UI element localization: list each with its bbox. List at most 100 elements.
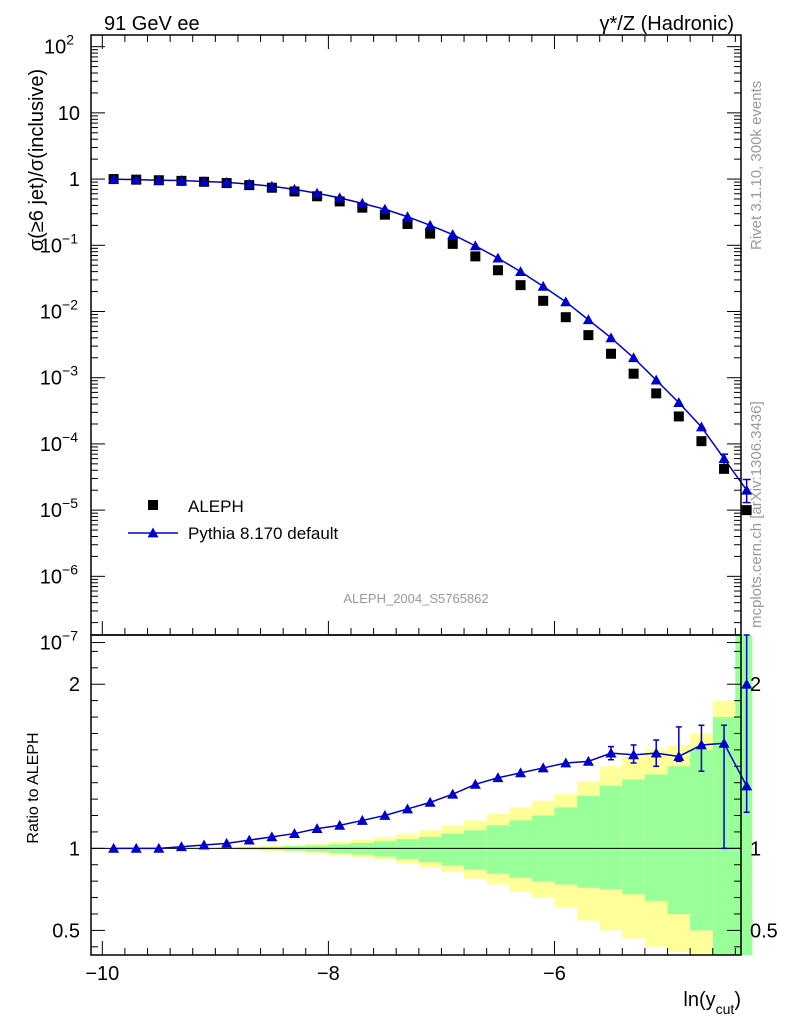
aleph-point — [560, 312, 571, 323]
band-inner-bin — [418, 836, 442, 863]
aleph-point — [447, 238, 458, 249]
band-inner-bin — [464, 830, 487, 870]
band-inner-bin — [735, 635, 753, 955]
ratio-point — [628, 749, 640, 760]
y-tick-label: 10−2 — [40, 296, 78, 323]
ratio-point — [718, 737, 730, 748]
mc-point — [243, 178, 255, 189]
ratio-ylabel: Ratio to ALEPH — [25, 732, 42, 843]
mc-point — [628, 352, 640, 363]
band-inner-bin — [396, 839, 419, 859]
ratio-point — [130, 842, 142, 853]
mc-point — [402, 211, 414, 222]
main-ylabel: σ(≥6 jet)/σ(inclusive) — [26, 69, 48, 251]
mc-point — [447, 229, 459, 240]
aleph-point — [425, 228, 436, 239]
ratio-point — [108, 842, 120, 853]
ratio-point — [537, 762, 549, 773]
x-tick-label: −10 — [85, 963, 119, 985]
ratio-point — [469, 778, 481, 789]
ratio-y-tick-label-left: 2 — [69, 674, 80, 696]
mcplots-note: mcplots.cern.ch [arXiv:1306.3436] — [748, 401, 765, 628]
ratio-y-tick-label-right: 2 — [750, 674, 761, 696]
mc-point — [515, 266, 527, 277]
y-tick-label: 10−4 — [40, 429, 78, 456]
aleph-point — [515, 280, 526, 291]
y-tick-label: 102 — [44, 32, 74, 59]
header-left: 91 GeV ee — [104, 13, 200, 35]
mc-point — [221, 176, 233, 187]
y-tick-label: 1 — [69, 169, 80, 191]
ratio-point — [741, 780, 753, 791]
band-inner-bin — [577, 795, 600, 888]
legend-mc-label: Pythia 8.170 default — [188, 524, 339, 543]
aleph-point — [628, 368, 639, 379]
ratio-point — [402, 803, 414, 814]
ratio-point — [221, 837, 233, 848]
ratio-point — [288, 828, 300, 838]
y-tick-label: 10−3 — [40, 363, 78, 390]
band-inner-bin — [486, 825, 510, 874]
mc-point — [741, 484, 753, 495]
x-axis-label: ln(ycut) — [683, 989, 741, 1017]
aleph-point — [538, 295, 549, 306]
aleph-point — [673, 411, 684, 422]
watermark: ALEPH_2004_S5765862 — [343, 591, 488, 606]
mc-point — [334, 192, 346, 203]
ratio-point — [311, 823, 323, 834]
band-inner-bin — [622, 779, 645, 895]
ratio-point — [243, 834, 255, 845]
ratio-point — [582, 755, 594, 766]
mc-point — [582, 314, 594, 325]
mc-point — [288, 183, 300, 194]
ratio-ticks: 2 21 10.5 0.5−10 −8 −6 — [52, 650, 778, 985]
mc-point — [424, 219, 436, 230]
main-ticks: 102 10 1 10−1 10−2 10−3 10−4 10−5 10−6 10−7 — [40, 32, 741, 655]
x-tick-label: −6 — [543, 963, 566, 985]
ratio-point — [266, 831, 278, 842]
rivet-note: Rivet 3.1.10, 300k events — [748, 81, 765, 250]
band-inner-bin — [690, 749, 713, 931]
header-right: γ*/Z (Hadronic) — [600, 13, 734, 35]
ratio-point — [198, 839, 210, 850]
ratio-point — [605, 747, 617, 758]
mc-point — [198, 175, 210, 186]
legend: ALEPH Pythia 8.170 default — [128, 497, 339, 543]
mc-point — [673, 397, 685, 408]
mc-point — [175, 175, 187, 185]
band-inner-bin — [373, 841, 397, 857]
mc-point — [130, 174, 142, 185]
aleph-point — [719, 463, 730, 474]
y-tick-label: 10−7 — [40, 628, 78, 655]
band-inner-bin — [644, 774, 668, 901]
aleph-point — [696, 436, 707, 447]
ratio-point — [673, 750, 685, 761]
band-inner-bin — [667, 766, 691, 914]
ratio-line — [113, 684, 748, 850]
mc-point — [379, 203, 391, 214]
y-tick-label: 10−1 — [40, 230, 78, 257]
ratio-series — [108, 634, 753, 853]
ratio-point — [515, 767, 527, 778]
ratio-point — [560, 757, 572, 768]
band-inner-bin — [554, 807, 578, 885]
y-tick-label: 10−6 — [40, 561, 78, 588]
ratio-point — [334, 819, 346, 830]
mc-point — [537, 280, 549, 291]
ratio-frame — [90, 634, 742, 956]
ratio-point — [447, 788, 459, 799]
band-inner-bin — [599, 785, 623, 890]
legend-mc-marker — [147, 527, 159, 538]
aleph-point — [606, 348, 616, 359]
mc-point — [560, 296, 572, 307]
mc-point — [469, 240, 481, 251]
ratio-y-tick-label-left: 0.5 — [52, 920, 80, 942]
ratio-point — [356, 814, 368, 825]
band-inner-bin — [509, 820, 532, 878]
aleph-point — [470, 251, 481, 262]
ratio-point — [153, 842, 165, 853]
ratio-bands — [91, 635, 753, 955]
ratio-point — [379, 810, 391, 820]
aleph-point — [492, 265, 503, 276]
